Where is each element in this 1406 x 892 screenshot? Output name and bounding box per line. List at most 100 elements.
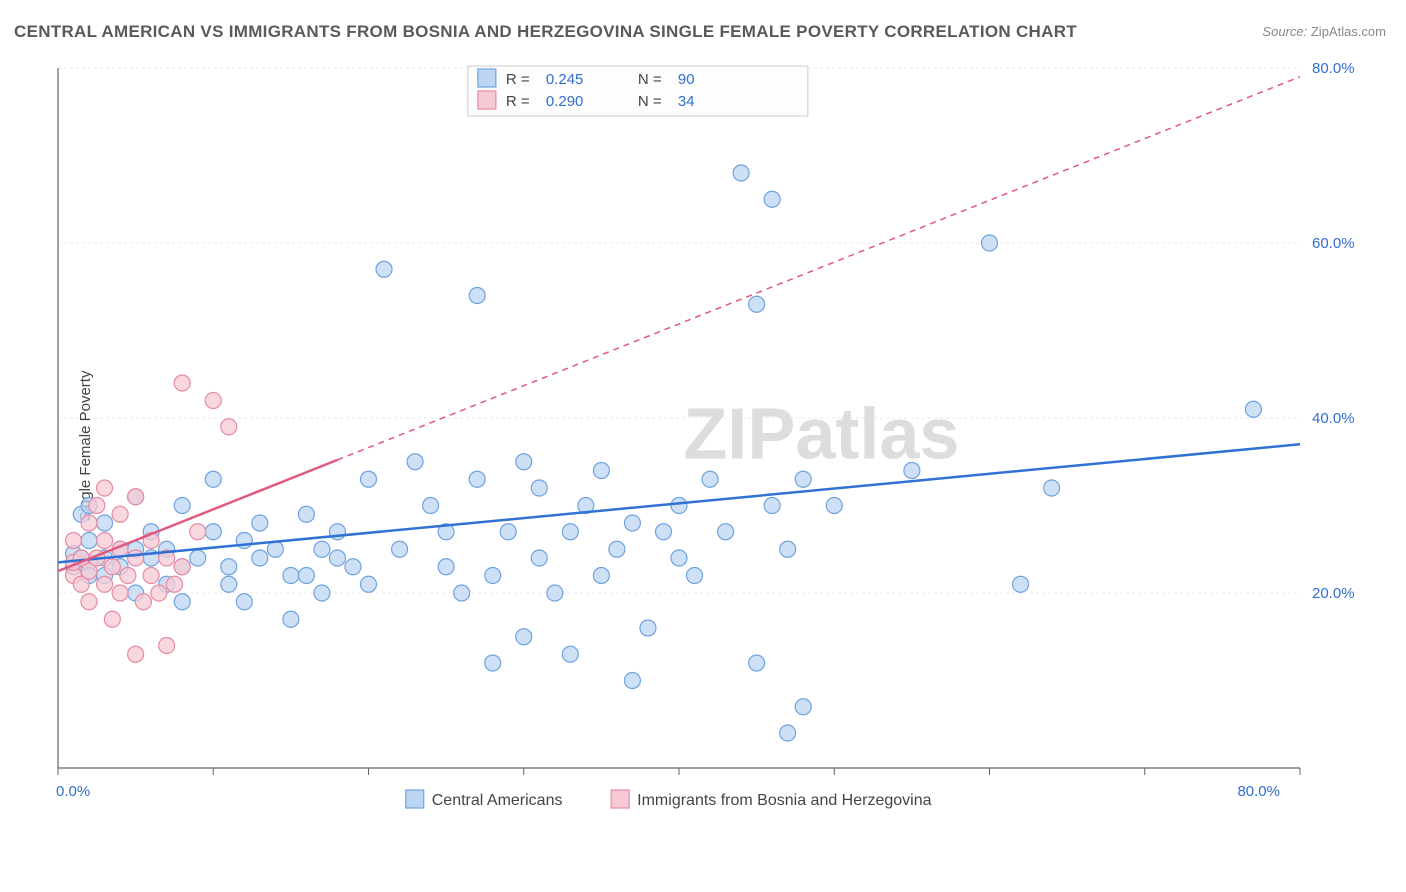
legend-swatch: [406, 790, 424, 808]
data-point: [104, 559, 120, 575]
data-point: [485, 655, 501, 671]
data-point: [764, 191, 780, 207]
data-point: [780, 541, 796, 557]
data-point: [1245, 401, 1261, 417]
data-point: [283, 611, 299, 627]
data-point: [531, 550, 547, 566]
legend-label: Central Americans: [432, 792, 563, 809]
legend-swatch: [478, 69, 496, 87]
data-point: [361, 576, 377, 592]
data-point: [174, 375, 190, 391]
corr-r-label: R =: [506, 71, 530, 88]
data-point: [454, 585, 470, 601]
data-point: [516, 629, 532, 645]
data-point: [982, 235, 998, 251]
data-point: [423, 498, 439, 514]
data-point: [718, 524, 734, 540]
data-point: [345, 559, 361, 575]
data-point: [151, 585, 167, 601]
data-point: [469, 471, 485, 487]
watermark: ZIPatlas: [683, 394, 959, 474]
data-point: [112, 585, 128, 601]
data-point: [252, 515, 268, 531]
data-point: [252, 550, 268, 566]
data-point: [221, 559, 237, 575]
data-point: [267, 541, 283, 557]
data-point: [190, 550, 206, 566]
y-tick-label: 80.0%: [1312, 60, 1355, 77]
scatter-chart: 20.0%40.0%60.0%80.0%0.0%80.0%ZIPatlasR =…: [50, 58, 1380, 828]
data-point: [329, 550, 345, 566]
data-point: [407, 454, 423, 470]
data-point: [205, 393, 221, 409]
data-point: [135, 594, 151, 610]
data-point: [624, 515, 640, 531]
data-point: [66, 533, 82, 549]
data-point: [593, 463, 609, 479]
data-point: [904, 463, 920, 479]
data-point: [764, 498, 780, 514]
data-point: [174, 498, 190, 514]
chart-container: CENTRAL AMERICAN VS IMMIGRANTS FROM BOSN…: [0, 0, 1406, 892]
chart-title: CENTRAL AMERICAN VS IMMIGRANTS FROM BOSN…: [14, 22, 1077, 42]
data-point: [795, 471, 811, 487]
data-point: [143, 568, 159, 584]
data-point: [500, 524, 516, 540]
corr-n-value: 34: [678, 93, 695, 110]
source-value: ZipAtlas.com: [1311, 24, 1386, 39]
data-point: [221, 419, 237, 435]
data-point: [671, 498, 687, 514]
data-point: [531, 480, 547, 496]
data-point: [128, 550, 144, 566]
data-point: [687, 568, 703, 584]
y-tick-label: 60.0%: [1312, 235, 1355, 252]
plot-area: 20.0%40.0%60.0%80.0%0.0%80.0%ZIPatlasR =…: [50, 58, 1380, 828]
data-point: [780, 725, 796, 741]
corr-r-value: 0.245: [546, 71, 584, 88]
data-point: [671, 550, 687, 566]
data-point: [749, 655, 765, 671]
data-point: [516, 454, 532, 470]
data-point: [205, 524, 221, 540]
data-point: [190, 524, 206, 540]
source-credit: Source: ZipAtlas.com: [1262, 24, 1386, 39]
x-tick-label: 0.0%: [56, 783, 90, 800]
trend-line: [58, 444, 1300, 562]
data-point: [97, 515, 113, 531]
data-point: [562, 646, 578, 662]
data-point: [298, 568, 314, 584]
data-point: [81, 515, 97, 531]
y-tick-label: 20.0%: [1312, 585, 1355, 602]
data-point: [174, 559, 190, 575]
data-point: [795, 699, 811, 715]
data-point: [702, 471, 718, 487]
data-point: [128, 489, 144, 505]
data-point: [104, 611, 120, 627]
source-label: Source:: [1262, 24, 1307, 39]
data-point: [314, 585, 330, 601]
data-point: [81, 533, 97, 549]
data-point: [166, 576, 182, 592]
data-point: [826, 498, 842, 514]
legend-label: Immigrants from Bosnia and Herzegovina: [637, 792, 931, 809]
data-point: [640, 620, 656, 636]
data-point: [438, 559, 454, 575]
data-point: [749, 296, 765, 312]
data-point: [314, 541, 330, 557]
data-point: [361, 471, 377, 487]
data-point: [283, 568, 299, 584]
data-point: [547, 585, 563, 601]
data-point: [89, 498, 105, 514]
data-point: [81, 594, 97, 610]
corr-n-label: N =: [638, 93, 662, 110]
data-point: [593, 568, 609, 584]
data-point: [469, 288, 485, 304]
data-point: [120, 568, 136, 584]
data-point: [655, 524, 671, 540]
corr-n-label: N =: [638, 71, 662, 88]
data-point: [97, 576, 113, 592]
data-point: [609, 541, 625, 557]
data-point: [298, 506, 314, 522]
x-tick-label: 80.0%: [1237, 783, 1280, 800]
data-point: [221, 576, 237, 592]
